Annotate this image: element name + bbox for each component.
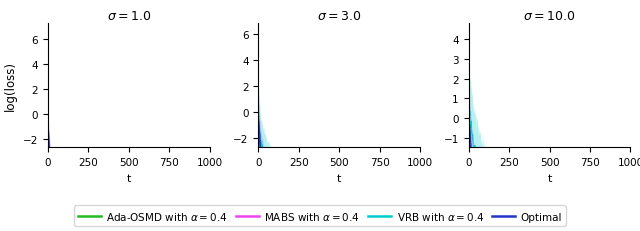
X-axis label: t: t	[337, 173, 341, 183]
Title: $\sigma=10.0$: $\sigma=10.0$	[524, 10, 575, 23]
Legend: Ada-OSMD with $\alpha=0.4$, MABS with $\alpha=0.4$, VRB with $\alpha=0.4$, Optim: Ada-OSMD with $\alpha=0.4$, MABS with $\…	[74, 206, 566, 226]
Title: $\sigma=1.0$: $\sigma=1.0$	[107, 10, 151, 23]
X-axis label: t: t	[127, 173, 131, 183]
Y-axis label: log(loss): log(loss)	[4, 61, 17, 111]
Title: $\sigma=3.0$: $\sigma=3.0$	[317, 10, 362, 23]
X-axis label: t: t	[547, 173, 552, 183]
